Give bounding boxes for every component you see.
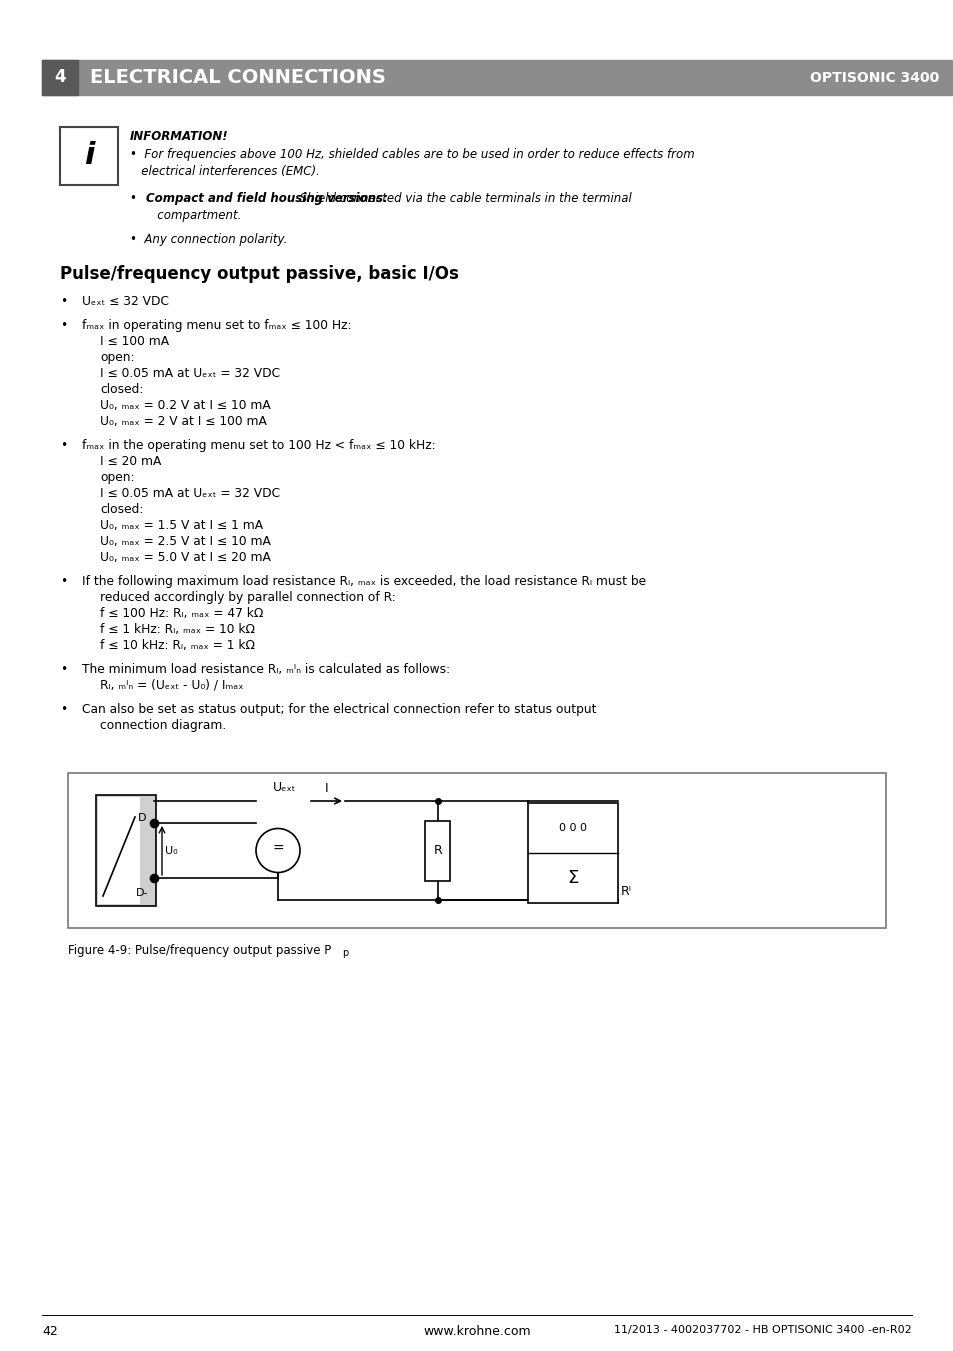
Text: •: • (60, 663, 67, 676)
Text: Can also be set as status output; for the electrical connection refer to status : Can also be set as status output; for th… (82, 703, 596, 716)
Bar (96, 794, 156, 907)
Text: fₘₐₓ in operating menu set to fₘₐₓ ≤ 100 Hz:: fₘₐₓ in operating menu set to fₘₐₓ ≤ 100… (82, 319, 351, 332)
Text: •: • (60, 439, 67, 453)
Text: www.krohne.com: www.krohne.com (423, 1325, 530, 1337)
Text: =: = (272, 842, 283, 855)
Text: •  Any connection polarity.: • Any connection polarity. (130, 232, 287, 246)
Bar (425, 820, 450, 881)
Text: f ≤ 10 kHz: Rₗ, ₘₐₓ = 1 kΩ: f ≤ 10 kHz: Rₗ, ₘₐₓ = 1 kΩ (100, 639, 254, 653)
Text: I ≤ 100 mA: I ≤ 100 mA (100, 335, 169, 349)
Text: 11/2013 - 4002037702 - HB OPTISONIC 3400 -en-R02: 11/2013 - 4002037702 - HB OPTISONIC 3400… (614, 1325, 911, 1335)
Text: R: R (434, 844, 442, 857)
Bar (60, 127, 118, 185)
Text: D-: D- (135, 888, 148, 898)
Text: If the following maximum load resistance Rₗ, ₘₐₓ is exceeded, the load resistanc: If the following maximum load resistance… (82, 576, 645, 588)
Text: •: • (60, 295, 67, 308)
Text: closed:: closed: (100, 382, 143, 396)
Text: The minimum load resistance Rₗ, ₘᴵₙ is calculated as follows:: The minimum load resistance Rₗ, ₘᴵₙ is c… (82, 663, 450, 676)
Text: U₀, ₘₐₓ = 1.5 V at I ≤ 1 mA: U₀, ₘₐₓ = 1.5 V at I ≤ 1 mA (100, 519, 263, 532)
Text: ELECTRICAL CONNECTIONS: ELECTRICAL CONNECTIONS (90, 68, 385, 86)
Text: 0 0 0: 0 0 0 (558, 823, 586, 834)
Text: •: • (60, 703, 67, 716)
Text: I: I (324, 782, 328, 794)
Text: connection diagram.: connection diagram. (100, 719, 226, 732)
Text: OPTISONIC 3400: OPTISONIC 3400 (809, 70, 938, 85)
Text: p: p (341, 948, 348, 958)
Bar (527, 802, 618, 902)
Bar (98, 797, 140, 904)
Text: closed:: closed: (100, 503, 143, 516)
Text: Shield connected via the cable terminals in the terminal
   compartment.: Shield connected via the cable terminals… (146, 192, 631, 222)
Text: U₀, ₘₐₓ = 5.0 V at I ≤ 20 mA: U₀, ₘₐₓ = 5.0 V at I ≤ 20 mA (100, 551, 271, 563)
Bar (68, 773, 885, 928)
Text: I ≤ 0.05 mA at Uₑₓₜ = 32 VDC: I ≤ 0.05 mA at Uₑₓₜ = 32 VDC (100, 486, 280, 500)
Text: Σ: Σ (567, 869, 578, 888)
Text: INFORMATION!: INFORMATION! (130, 130, 229, 143)
Text: •: • (60, 576, 67, 588)
Text: I ≤ 20 mA: I ≤ 20 mA (100, 455, 161, 467)
Text: fₘₐₓ in the operating menu set to 100 Hz < fₘₐₓ ≤ 10 kHz:: fₘₐₓ in the operating menu set to 100 Hz… (82, 439, 436, 453)
Text: •: • (130, 192, 144, 205)
Text: 4: 4 (54, 69, 66, 86)
Text: Rᴵ: Rᴵ (620, 885, 631, 898)
Text: •: • (60, 319, 67, 332)
Text: Rₗ, ₘᴵₙ = (Uₑₓₜ - U₀) / Iₘₐₓ: Rₗ, ₘᴵₙ = (Uₑₓₜ - U₀) / Iₘₐₓ (100, 680, 243, 692)
Text: I ≤ 0.05 mA at Uₑₓₜ = 32 VDC: I ≤ 0.05 mA at Uₑₓₜ = 32 VDC (100, 367, 280, 380)
Text: open:: open: (100, 351, 134, 363)
Text: f ≤ 1 kHz: Rₗ, ₘₐₓ = 10 kΩ: f ≤ 1 kHz: Rₗ, ₘₐₓ = 10 kΩ (100, 623, 254, 636)
Text: U₀, ₘₐₓ = 2.5 V at I ≤ 10 mA: U₀, ₘₐₓ = 2.5 V at I ≤ 10 mA (100, 535, 271, 549)
Bar (42, 59, 953, 95)
Text: D: D (137, 813, 146, 823)
Text: Compact and field housing versions:: Compact and field housing versions: (146, 192, 387, 205)
Text: 42: 42 (42, 1325, 58, 1337)
Text: Pulse/frequency output passive, basic I/Os: Pulse/frequency output passive, basic I/… (60, 265, 458, 282)
Text: open:: open: (100, 471, 134, 484)
Text: reduced accordingly by parallel connection of R:: reduced accordingly by parallel connecti… (100, 590, 395, 604)
Text: U₀, ₘₐₓ = 0.2 V at I ≤ 10 mA: U₀, ₘₐₓ = 0.2 V at I ≤ 10 mA (100, 399, 271, 412)
Text: Figure 4-9: Pulse/frequency output passive P: Figure 4-9: Pulse/frequency output passi… (68, 944, 331, 957)
Text: Uₑₓₜ: Uₑₓₜ (273, 781, 296, 794)
Text: U₀: U₀ (165, 846, 177, 855)
Text: Uₑₓₜ ≤ 32 VDC: Uₑₓₜ ≤ 32 VDC (82, 295, 169, 308)
Text: •  For frequencies above 100 Hz, shielded cables are to be used in order to redu: • For frequencies above 100 Hz, shielded… (130, 149, 694, 178)
Bar (42, 59, 78, 95)
Text: i: i (84, 142, 94, 170)
Circle shape (255, 828, 299, 873)
Text: U₀, ₘₐₓ = 2 V at I ≤ 100 mA: U₀, ₘₐₓ = 2 V at I ≤ 100 mA (100, 415, 267, 428)
Text: f ≤ 100 Hz: Rₗ, ₘₐₓ = 47 kΩ: f ≤ 100 Hz: Rₗ, ₘₐₓ = 47 kΩ (100, 607, 263, 620)
